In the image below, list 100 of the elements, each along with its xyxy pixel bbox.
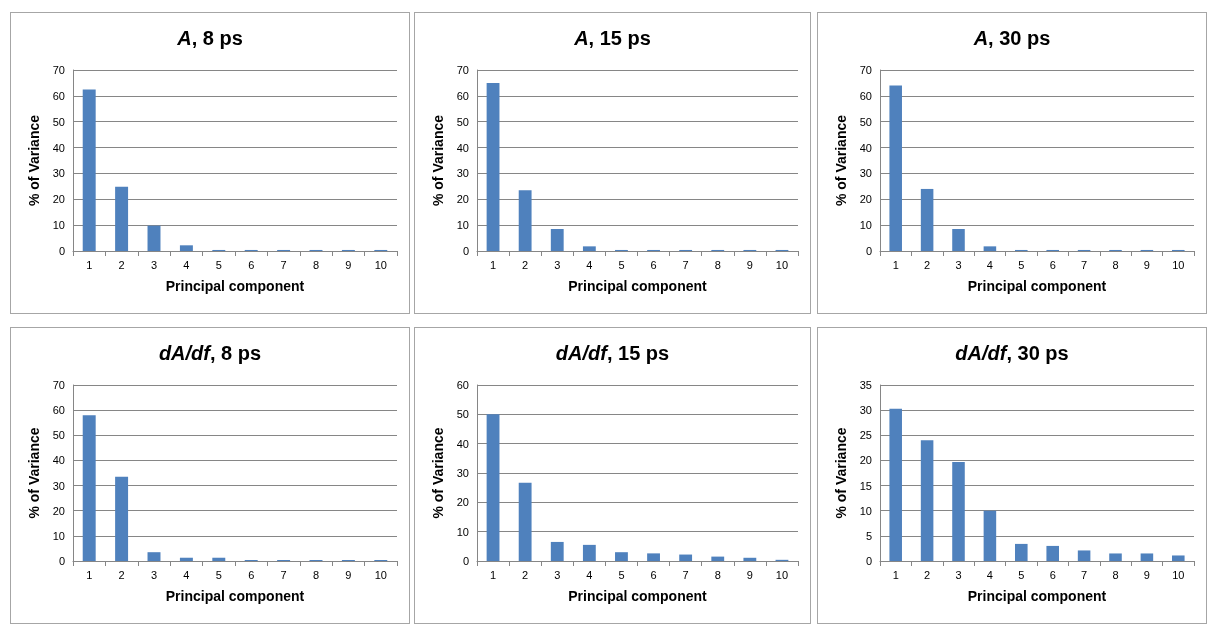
x-tick-label: 2 [924, 258, 931, 271]
y-tick-label: 20 [52, 504, 65, 517]
x-tick-label: 8 [312, 258, 320, 271]
x-tick-label: 6 [1049, 258, 1056, 271]
x-tick-label: 3 [554, 568, 561, 581]
x-tick-label: 5 [1018, 258, 1025, 271]
x-tick-label: 10 [1172, 258, 1185, 271]
x-tick-label: 2 [522, 258, 529, 271]
bar [1015, 543, 1028, 561]
x-tick-label: 2 [118, 258, 125, 271]
bar [550, 229, 564, 251]
x-axis-title: Principal component [568, 588, 708, 604]
x-tick-label: 6 [248, 568, 255, 581]
x-axis-title: Principal component [568, 278, 708, 294]
x-tick-label: 4 [183, 568, 190, 581]
x-tick-label: 2 [522, 568, 529, 581]
y-tick-label: 20 [456, 496, 469, 509]
chart-title: A, 8 ps [176, 27, 243, 49]
x-tick-label: 7 [682, 258, 689, 271]
y-tick-label: 30 [859, 404, 872, 417]
y-tick-label: 0 [462, 555, 469, 567]
bar [1109, 553, 1122, 561]
x-tick-label: 10 [374, 258, 387, 271]
y-tick-label: 0 [462, 245, 469, 257]
y-tick-label: 40 [859, 141, 872, 154]
x-tick-label: 4 [586, 568, 593, 581]
bar [1077, 550, 1091, 561]
bar [647, 553, 660, 561]
x-tick-label: 5 [618, 258, 625, 271]
chart-title: A, 15 ps [573, 27, 651, 49]
bar [179, 245, 193, 251]
y-tick-label: 10 [52, 219, 65, 232]
y-tick-label: 50 [52, 429, 65, 442]
y-tick-label: 40 [52, 454, 65, 467]
x-tick-label: 6 [1049, 568, 1056, 581]
y-tick-label: 30 [456, 467, 469, 479]
y-tick-label: 70 [52, 379, 65, 391]
bar [889, 408, 902, 561]
y-tick-label: 60 [52, 89, 65, 102]
bar [147, 225, 161, 251]
y-axis-title: % of Variance [430, 114, 446, 207]
x-tick-label: 1 [892, 568, 899, 581]
bar [486, 82, 500, 251]
y-tick-label: 60 [52, 404, 65, 417]
x-tick-label: 10 [374, 568, 387, 581]
x-tick-label: 3 [955, 568, 962, 581]
x-tick-label: 10 [775, 258, 789, 271]
y-tick-label: 60 [456, 379, 469, 391]
y-tick-label: 35 [859, 379, 872, 391]
x-tick-label: 2 [118, 568, 125, 581]
y-tick-label: 20 [52, 193, 65, 206]
bar [147, 552, 161, 561]
y-tick-label: 10 [859, 504, 872, 517]
x-tick-label: 3 [955, 258, 962, 271]
bar [82, 415, 96, 561]
bar [582, 246, 596, 251]
x-axis-title: Principal component [967, 278, 1107, 294]
y-tick-label: 30 [456, 167, 469, 180]
y-tick-label: 10 [859, 219, 872, 232]
x-tick-label: 5 [618, 568, 625, 581]
y-tick-label: 20 [859, 454, 872, 467]
bar [615, 552, 628, 561]
x-tick-label: 3 [554, 258, 561, 271]
x-tick-label: 7 [280, 258, 287, 271]
y-tick-label: 0 [865, 555, 872, 567]
bar [952, 461, 965, 561]
x-tick-label: 9 [746, 258, 753, 271]
x-tick-label: 9 [746, 568, 753, 581]
y-axis-title: % of Variance [833, 427, 849, 519]
y-tick-label: 40 [456, 437, 469, 450]
x-tick-label: 4 [586, 258, 593, 271]
x-tick-label: 7 [1081, 258, 1088, 271]
x-tick-label: 4 [183, 258, 190, 271]
x-tick-label: 5 [1018, 568, 1025, 581]
y-tick-label: 60 [859, 89, 872, 102]
x-tick-label: 6 [650, 258, 657, 271]
y-tick-label: 10 [52, 529, 65, 542]
y-tick-label: 30 [859, 167, 872, 180]
y-axis-title: % of Variance [833, 114, 849, 207]
y-tick-label: 70 [52, 64, 65, 76]
y-tick-label: 15 [859, 479, 872, 492]
chart-title: dA/df, 30 ps [955, 342, 1069, 364]
bar [679, 554, 693, 561]
x-tick-label: 1 [489, 568, 497, 581]
bar [179, 557, 193, 561]
bar [115, 186, 129, 251]
chart-title: dA/df, 8 ps [158, 342, 262, 364]
x-tick-label: 4 [986, 568, 993, 581]
bar [743, 557, 757, 561]
x-tick-label: 5 [215, 258, 222, 271]
x-tick-label: 10 [775, 568, 789, 581]
x-tick-label: 1 [86, 258, 93, 271]
x-axis-title: Principal component [165, 278, 305, 294]
chart-title: A, 30 ps [972, 27, 1051, 49]
bar [82, 89, 96, 251]
y-tick-label: 0 [58, 555, 65, 567]
x-tick-label: 7 [682, 568, 689, 581]
bar [115, 476, 129, 561]
y-tick-label: 30 [52, 479, 65, 492]
bar [212, 557, 226, 561]
